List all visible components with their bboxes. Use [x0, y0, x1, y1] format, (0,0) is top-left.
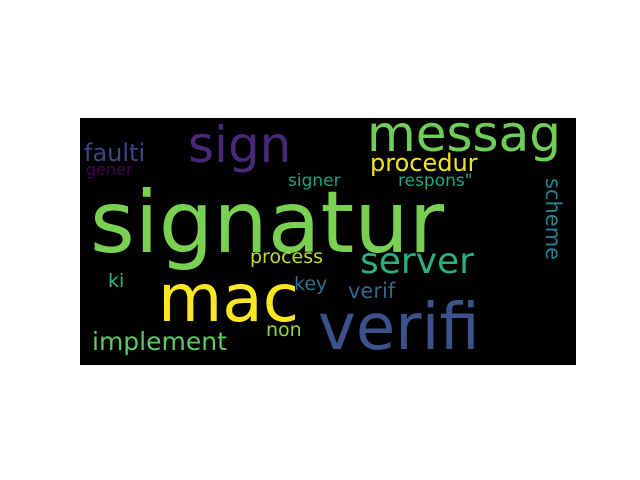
word-faulti: faulti	[84, 139, 146, 167]
word-key: key	[294, 273, 328, 295]
word-process: process	[250, 246, 324, 268]
word-signer: signer	[288, 171, 341, 191]
word-server: server	[360, 241, 474, 282]
word-gener: gener	[86, 160, 133, 179]
word-procedur: procedur	[370, 149, 478, 177]
word-sign: sign	[188, 118, 292, 174]
word-cloud: signatur verifi mac messag sign server p…	[80, 118, 576, 365]
word-mac: mac	[158, 260, 300, 337]
word-non: non	[266, 319, 302, 341]
word-verif: verif	[348, 279, 396, 303]
word-ki: ki	[108, 270, 125, 292]
word-respons: respons"	[398, 171, 473, 191]
word-signatur: signatur	[90, 173, 445, 273]
word-implement: implement	[92, 327, 227, 356]
word-messag: messag	[367, 118, 561, 163]
word-scheme: scheme	[541, 178, 565, 261]
word-verifi: verifi	[318, 291, 480, 365]
